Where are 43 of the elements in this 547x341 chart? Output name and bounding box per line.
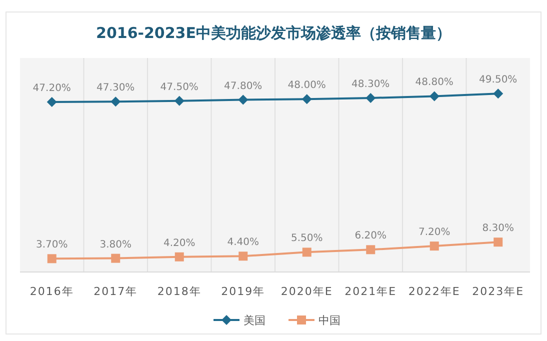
x-tick-label: 2017年 xyxy=(94,285,138,298)
data-label: 49.50% xyxy=(479,74,518,86)
data-label: 7.20% xyxy=(418,227,450,238)
data-label: 5.50% xyxy=(290,233,323,244)
data-label: 8.30% xyxy=(482,223,514,234)
point xyxy=(302,94,312,104)
data-label: 47.50% xyxy=(160,82,198,93)
point xyxy=(174,96,184,106)
data-label: 4.40% xyxy=(227,237,260,248)
point xyxy=(366,245,376,254)
x-tick-label: 2020年E xyxy=(280,285,333,298)
x-tick-label: 2023年E xyxy=(472,285,524,298)
chart-title: 2016-2023E中美功能沙发市场渗透率（按销售量） xyxy=(96,24,451,42)
point xyxy=(238,252,248,261)
data-label: 6.20% xyxy=(354,230,387,242)
data-label: 47.30% xyxy=(96,82,135,94)
point xyxy=(429,91,440,102)
x-tick-label: 2021年E xyxy=(344,285,397,298)
point xyxy=(302,248,312,257)
point xyxy=(47,254,56,264)
point xyxy=(494,238,503,247)
legend-label: 美国 xyxy=(244,314,266,327)
data-label: 47.20% xyxy=(32,82,71,94)
data-label: 47.80% xyxy=(224,80,262,92)
x-tick-label: 2016年 xyxy=(30,285,74,298)
point xyxy=(174,252,184,262)
x-tick-label: 2022年E xyxy=(408,285,460,298)
point xyxy=(110,96,121,107)
data-label: 3.70% xyxy=(36,240,68,251)
data-label: 48.80% xyxy=(415,77,454,88)
data-label: 4.20% xyxy=(163,238,196,249)
point xyxy=(111,254,120,263)
x-tick-label: 2018年 xyxy=(157,285,202,298)
x-tick-label: 2019年 xyxy=(221,285,266,298)
data-label: 3.80% xyxy=(100,239,132,250)
point xyxy=(493,88,504,99)
data-label: 48.30% xyxy=(352,78,390,90)
point xyxy=(366,92,376,103)
legend-label: 中国 xyxy=(318,314,340,327)
point xyxy=(46,96,57,107)
data-label: 48.00% xyxy=(288,80,326,92)
point xyxy=(238,94,248,105)
point xyxy=(430,242,439,251)
